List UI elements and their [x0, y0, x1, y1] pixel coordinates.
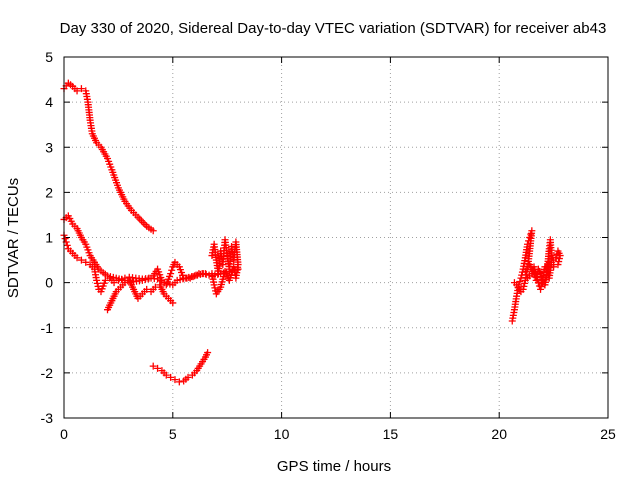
grid-lines	[64, 57, 608, 418]
data-point	[73, 254, 81, 262]
data-point	[516, 277, 524, 285]
y-tick-label: -3	[41, 410, 54, 426]
data-point	[543, 265, 551, 273]
x-tick-label: 10	[274, 426, 290, 442]
x-axis-label: GPS time / hours	[277, 458, 391, 475]
data-point	[547, 258, 555, 266]
data-point	[510, 279, 518, 287]
data-point	[520, 282, 528, 290]
data-point	[73, 87, 81, 95]
y-tick-label: 4	[45, 94, 53, 110]
data-point	[167, 270, 175, 278]
data-point	[118, 275, 126, 283]
data-point	[555, 255, 563, 263]
data-point	[169, 299, 177, 307]
y-axis-label: SDTVAR / TECUs	[5, 178, 22, 298]
y-tick-label: 3	[45, 139, 53, 155]
data-point	[149, 362, 157, 370]
data-point	[168, 266, 176, 274]
data-point	[204, 349, 212, 357]
y-tick-label: 5	[45, 49, 53, 65]
data-point	[149, 227, 157, 235]
y-tick-label: 0	[45, 275, 53, 291]
x-tick-label: 20	[491, 426, 507, 442]
data-point	[530, 270, 538, 278]
data-point	[537, 270, 545, 278]
data-point	[82, 258, 90, 266]
y-tick-label: 2	[45, 184, 53, 200]
data-point	[162, 371, 170, 379]
y-tick-label: 1	[45, 230, 53, 246]
data-point	[211, 284, 219, 292]
data-point	[554, 261, 562, 269]
data-point	[77, 85, 85, 93]
data-point	[63, 241, 71, 249]
data-point	[552, 254, 560, 262]
data-point	[184, 373, 192, 381]
x-tick-label: 15	[383, 426, 399, 442]
data-point	[556, 252, 564, 260]
data-point	[167, 373, 175, 381]
y-tick-label: -1	[41, 320, 54, 336]
data-point	[77, 256, 85, 264]
data-point	[93, 276, 101, 284]
data-point	[175, 378, 183, 386]
data-point	[555, 258, 563, 266]
chart-title: Day 330 of 2020, Sidereal Day-to-day VTE…	[60, 20, 607, 37]
data-point	[154, 364, 162, 372]
data-point	[201, 270, 209, 278]
y-tick-label: -2	[41, 365, 54, 381]
plot-frame	[63, 56, 609, 419]
data-point	[114, 276, 122, 284]
data-point	[143, 285, 151, 293]
x-tick-label: 0	[60, 426, 68, 442]
data-point	[93, 279, 101, 287]
data-point	[171, 376, 179, 384]
data-point	[521, 279, 529, 287]
data-point	[61, 235, 69, 243]
x-tick-label: 5	[169, 426, 177, 442]
data-point	[145, 274, 153, 282]
data-point	[101, 276, 109, 284]
data-points	[60, 79, 564, 386]
data-point	[212, 287, 220, 295]
data-point	[208, 270, 216, 278]
x-tick-label: 25	[600, 426, 616, 442]
data-point	[212, 290, 220, 298]
data-point	[110, 279, 118, 287]
